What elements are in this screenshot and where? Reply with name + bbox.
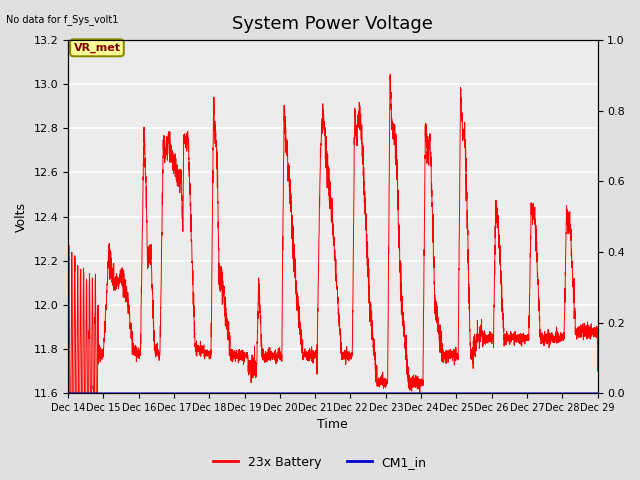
Legend: 23x Battery, CM1_in: 23x Battery, CM1_in xyxy=(208,451,432,474)
Text: No data for f_Sys_volt1: No data for f_Sys_volt1 xyxy=(6,14,119,25)
Title: System Power Voltage: System Power Voltage xyxy=(232,15,433,33)
Y-axis label: Volts: Volts xyxy=(15,202,28,232)
Text: VR_met: VR_met xyxy=(74,43,120,53)
X-axis label: Time: Time xyxy=(317,419,348,432)
